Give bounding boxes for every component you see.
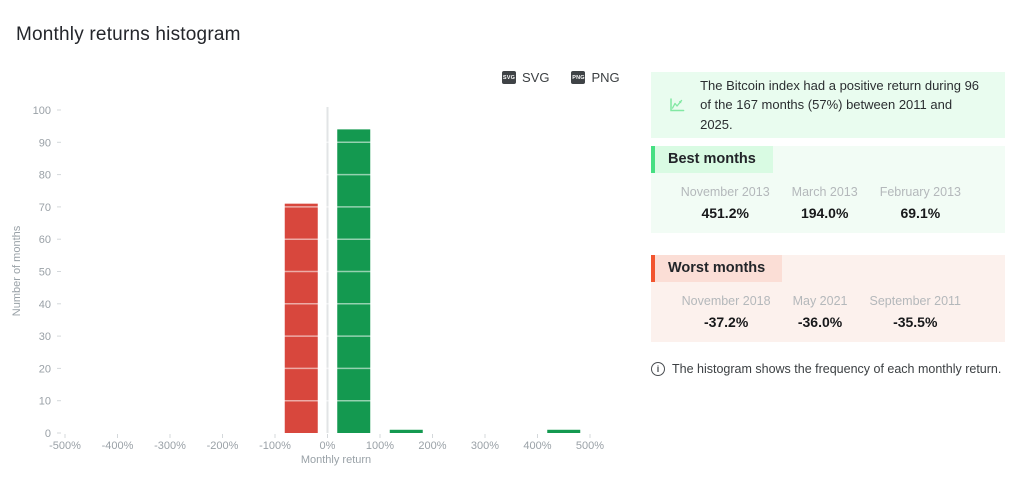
month-label: November 2013 [680,185,770,199]
histogram-bar-positive [547,429,581,433]
export-toolbar: SVG SVG PNG PNG [502,70,620,85]
x-tick-label: -200% [207,440,239,452]
x-tick-label: 200% [418,440,446,452]
png-file-icon: PNG [571,71,586,84]
best-months-items: November 2013 451.2% March 2013 194.0% Febru… [651,185,1005,221]
export-svg-label: SVG [522,70,550,85]
insight-box: The Bitcoin index had a positive return … [651,72,1005,138]
line-chart-icon [670,98,685,112]
histogram-bar-positive [337,129,371,433]
histogram-bar-positive [389,429,423,433]
x-axis-title: Monthly return [301,454,371,466]
y-tick-label: 70 [39,202,51,214]
month-label: February 2013 [879,185,961,199]
x-tick-label: -500% [49,440,81,452]
histogram-bar-negative [284,203,318,433]
insight-text: The Bitcoin index had a positive return … [700,77,980,132]
export-png-button[interactable]: PNG PNG [571,70,620,85]
best-months-title: Best months [651,146,773,173]
x-tick-label: -300% [154,440,186,452]
y-tick-label: 90 [39,137,51,149]
y-axis-title: Number of months [11,225,23,316]
x-tick-label: 500% [576,440,604,452]
month-label: May 2021 [792,294,848,308]
worst-months-title: Worst months [651,255,783,282]
month-label: March 2013 [791,185,858,199]
month-item: May 2021 -36.0% [793,294,848,330]
month-value: 194.0% [800,205,849,221]
month-item: November 2018 -37.2% [682,294,771,330]
info-icon: i [651,362,665,376]
month-value: 69.1% [900,205,941,221]
month-value: -35.5% [893,314,938,330]
worst-months-items: November 2018 -37.2% May 2021 -36.0% Septemb… [651,294,1005,330]
monthly-returns-histogram-chart: 0 10 20 30 40 50 60 70 80 90 100 -500% -400% -300% -20… [11,105,605,466]
export-png-label: PNG [591,70,620,85]
x-tick-label: -100% [259,440,291,452]
y-tick-label: 20 [39,363,51,375]
page-title: Monthly returns histogram [16,24,241,45]
x-tick-label: -400% [102,440,134,452]
export-svg-button[interactable]: SVG SVG [502,70,549,85]
x-tick-label: 100% [366,440,394,452]
month-item: March 2013 194.0% [792,185,858,221]
month-value: -36.0% [797,314,843,330]
month-label: November 2018 [681,294,771,308]
month-value: -37.2% [703,314,749,330]
y-tick-label: 0 [45,428,51,440]
y-tick-label: 50 [39,267,51,279]
x-tick-label: 300% [471,440,499,452]
month-item: September 2011 -35.5% [870,294,962,330]
footnote-text: The histogram shows the frequency of eac… [672,362,1002,376]
y-tick-label: 40 [39,299,51,311]
worst-months-section: Worst months November 2018 -37.2% May 2021… [651,255,1005,342]
x-tick-label: 400% [523,440,551,452]
svg-file-icon: SVG [502,71,516,84]
y-tick-label: 100 [33,105,51,117]
y-tick-label: 10 [39,396,51,408]
footnote: i The histogram shows the frequency of e… [651,362,1005,376]
y-tick-label: 80 [39,170,51,182]
month-label: September 2011 [869,294,962,308]
month-item: November 2013 451.2% [681,185,770,221]
x-tick-label: 0% [320,440,336,452]
month-item: February 2013 69.1% [880,185,961,221]
y-tick-label: 30 [39,331,51,343]
best-months-section: Best months November 2013 451.2% March 201… [651,146,1005,233]
month-value: 451.2% [701,205,749,221]
y-tick-label: 60 [39,234,51,246]
